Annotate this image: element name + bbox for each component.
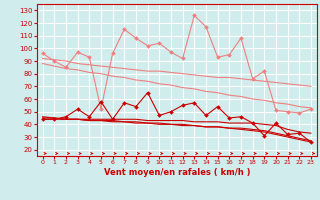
X-axis label: Vent moyen/en rafales ( km/h ): Vent moyen/en rafales ( km/h ) <box>104 168 250 177</box>
